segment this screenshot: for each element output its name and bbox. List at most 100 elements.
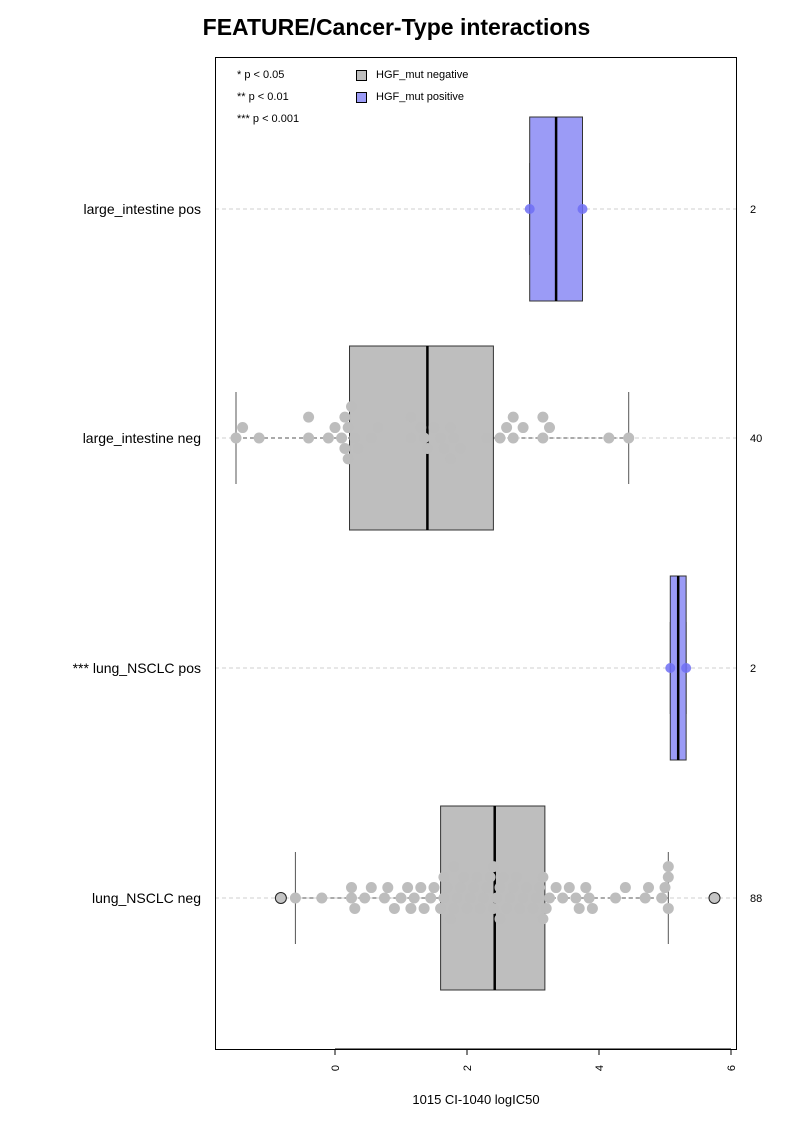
category-labels: large_intestine pos 2 large_intestine neg 4… [73, 201, 763, 906]
data-point [322, 432, 334, 444]
data-point [464, 892, 476, 904]
data-point [346, 882, 357, 894]
data-point [639, 892, 651, 904]
data-point [425, 892, 437, 904]
legend-swatch-positive [356, 91, 367, 103]
x-axis-label: 1015 CI-1040 logIC50 [412, 1092, 540, 1107]
data-point [656, 892, 668, 904]
category-label: large_intestine pos [83, 201, 201, 217]
data-point [438, 892, 450, 904]
data-point [365, 432, 377, 444]
data-point [372, 422, 384, 434]
data-point [511, 871, 522, 883]
data-point [491, 892, 503, 904]
data-point [237, 422, 249, 434]
data-point [487, 861, 499, 873]
data-point [557, 892, 569, 904]
data-point [524, 204, 535, 214]
data-point [530, 892, 542, 904]
data-point [435, 432, 447, 444]
data-point [448, 432, 460, 444]
data-point [662, 861, 674, 873]
data-point [487, 902, 499, 914]
data-point [550, 882, 562, 894]
data-point [662, 871, 674, 883]
category-label: large_intestine neg [83, 430, 201, 446]
data-point [415, 882, 427, 894]
significance-note-1: * p < 0.05 [237, 69, 285, 81]
data-point [474, 902, 486, 914]
x-axis: 0 2 4 6 [330, 1048, 738, 1071]
data-point [537, 913, 549, 925]
data-point [339, 411, 351, 423]
outlier-point [274, 892, 287, 904]
data-point [402, 882, 414, 894]
data-point [586, 902, 598, 914]
data-point [610, 892, 621, 904]
data-point [507, 882, 519, 894]
data-point [471, 871, 483, 883]
data-point [517, 892, 529, 904]
significance-note-2: ** p < 0.01 [237, 91, 289, 103]
data-point [421, 442, 433, 454]
data-point [504, 892, 516, 904]
data-point [365, 882, 377, 894]
data-point [405, 432, 417, 444]
data-point [454, 442, 466, 454]
data-point [494, 882, 506, 894]
data-point [441, 882, 453, 894]
data-point [454, 882, 466, 894]
data-point [537, 411, 549, 423]
data-point [395, 892, 407, 904]
data-point [478, 892, 489, 904]
data-point [534, 882, 546, 894]
data-point [349, 432, 361, 444]
data-point [577, 204, 588, 214]
x-tick-label: 4 [594, 1065, 606, 1071]
data-point [445, 453, 456, 465]
category-label: *** lung_NSCLC pos [73, 660, 201, 676]
data-point [336, 432, 348, 444]
data-point [481, 882, 493, 894]
data-point [359, 892, 371, 904]
data-point [501, 422, 513, 434]
data-point [346, 401, 357, 413]
data-point [379, 892, 390, 904]
data-point [303, 432, 315, 444]
legend-item-negative: HGF_mut negative [356, 69, 468, 81]
data-point [458, 871, 470, 883]
data-point [428, 422, 440, 434]
data-point [540, 902, 552, 914]
count-label: 2 [750, 204, 756, 216]
data-point [445, 913, 456, 925]
data-point [517, 422, 529, 434]
data-point [507, 411, 519, 423]
data-point [583, 892, 595, 904]
data-point [342, 422, 354, 434]
data-point [573, 902, 585, 914]
legend-item-positive: HGF_mut positive [356, 91, 464, 103]
data-point [451, 892, 463, 904]
x-tick-label: 6 [726, 1065, 738, 1071]
data-point [580, 882, 592, 894]
significance-note-3: *** p < 0.001 [237, 113, 300, 125]
grid-lines [215, 208, 736, 899]
data-point [662, 902, 674, 914]
data-point [681, 663, 692, 673]
count-label: 40 [750, 433, 762, 445]
data-point [435, 902, 447, 914]
data-point [623, 432, 635, 444]
legend-label-positive: HGF_mut positive [376, 91, 465, 103]
data-point [659, 882, 671, 894]
data-point [303, 411, 315, 423]
data-point [497, 871, 509, 883]
outlier-point [708, 892, 721, 904]
data-point [230, 432, 242, 444]
data-point [316, 892, 328, 904]
data-point [481, 432, 493, 444]
x-tick-label: 0 [330, 1065, 342, 1071]
data-point [253, 432, 265, 444]
data-point [329, 422, 341, 434]
data-point [507, 432, 519, 444]
